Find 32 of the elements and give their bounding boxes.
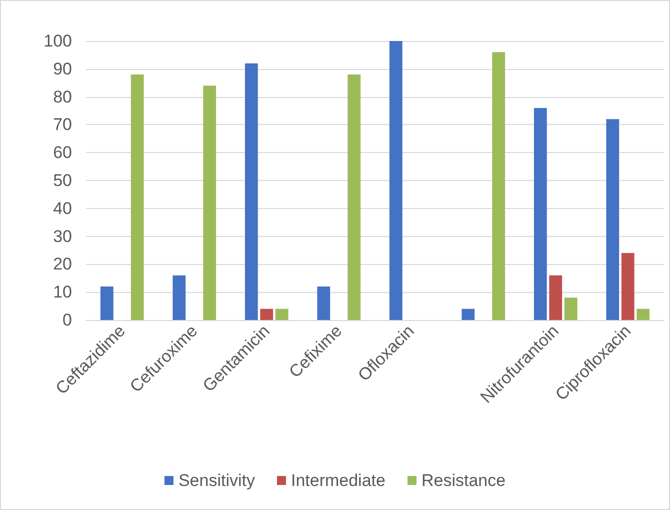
y-tick-label: 50 <box>53 171 72 190</box>
bar <box>100 286 114 320</box>
y-tick-label: 0 <box>62 310 72 330</box>
bar <box>348 74 361 320</box>
y-tick-label: 30 <box>53 226 72 246</box>
bar <box>492 52 506 320</box>
bar <box>275 308 288 320</box>
y-tick-label: 100 <box>44 32 72 50</box>
y-tick-label: 20 <box>53 254 72 274</box>
y-tick-label: 60 <box>53 143 72 162</box>
bar <box>606 119 620 320</box>
bar <box>317 286 330 320</box>
bar <box>549 275 562 320</box>
bar <box>564 298 578 320</box>
y-tick-label: 70 <box>53 115 72 134</box>
bar <box>172 275 186 320</box>
y-tick-label: 90 <box>53 59 72 78</box>
bar <box>636 308 650 320</box>
y-tick-label: 40 <box>53 198 72 218</box>
bar <box>130 74 144 320</box>
y-tick-label: 10 <box>53 282 72 302</box>
legend-label: Intermediate <box>290 471 386 490</box>
bar <box>244 63 258 320</box>
bar <box>621 253 634 320</box>
bar <box>462 308 475 320</box>
y-tick-label: 80 <box>53 87 72 106</box>
bar <box>389 41 402 320</box>
bar <box>203 86 216 320</box>
legend-label: Resistance <box>421 471 506 490</box>
legend-label: Sensitivity <box>178 471 256 490</box>
bar <box>534 108 547 320</box>
bar <box>260 308 274 320</box>
